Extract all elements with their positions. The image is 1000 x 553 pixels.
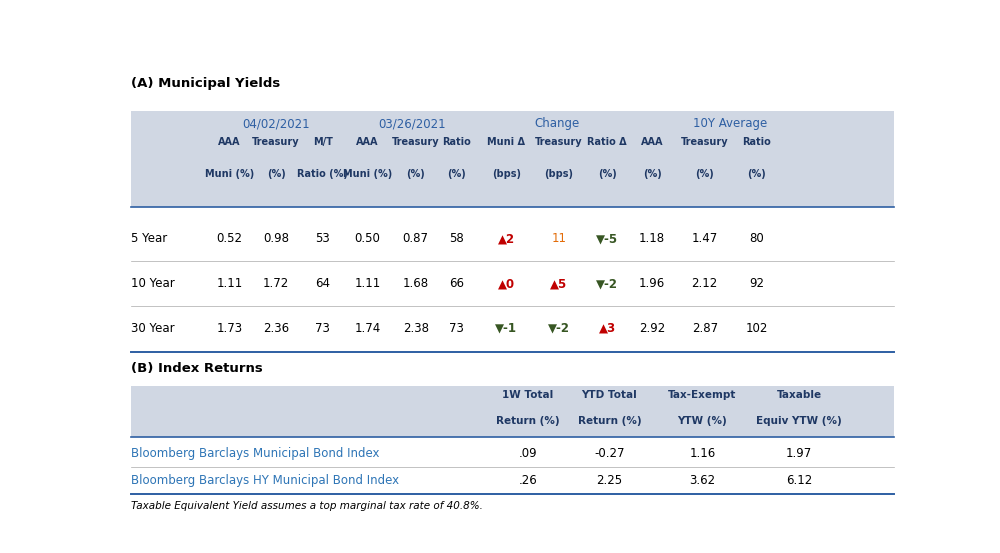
Text: ▼-5: ▼-5 [596,232,618,246]
Text: 58: 58 [449,232,464,246]
Text: M/T: M/T [313,137,333,147]
Text: 0.50: 0.50 [355,232,381,246]
Text: Treasury: Treasury [392,137,439,147]
Text: 73: 73 [315,322,330,335]
Text: Muni (%): Muni (%) [205,169,254,179]
Text: 1.96: 1.96 [639,277,665,290]
Text: 0.98: 0.98 [263,232,289,246]
Text: 1.47: 1.47 [692,232,718,246]
Text: 10Y Average: 10Y Average [693,117,767,131]
Text: Return (%): Return (%) [578,416,641,426]
Text: 10 Year: 10 Year [131,277,175,290]
Text: (%): (%) [406,169,425,179]
Text: Return (%): Return (%) [496,416,560,426]
Text: YTW (%): YTW (%) [678,416,727,426]
Text: Muni (%): Muni (%) [343,169,392,179]
Text: 66: 66 [449,277,464,290]
Text: ▲0: ▲0 [498,277,515,290]
Text: Tax-Exempt: Tax-Exempt [668,390,737,400]
Text: 92: 92 [749,277,764,290]
Text: 2.36: 2.36 [263,322,289,335]
Text: Ratio (%): Ratio (%) [297,169,348,179]
Text: 6.12: 6.12 [786,474,812,487]
Text: AAA: AAA [356,137,379,147]
Text: AAA: AAA [641,137,663,147]
Text: 102: 102 [745,322,768,335]
Text: 1.11: 1.11 [354,277,381,290]
Text: Bloomberg Barclays HY Municipal Bond Index: Bloomberg Barclays HY Municipal Bond Ind… [131,474,399,487]
Text: (%): (%) [267,169,286,179]
Bar [131,386,894,437]
Text: YTD Total: YTD Total [582,390,637,400]
Text: 1W Total: 1W Total [502,390,554,400]
Text: -0.27: -0.27 [594,447,625,460]
Text: 80: 80 [749,232,764,246]
Text: 30 Year: 30 Year [131,322,175,335]
Bar [131,111,894,207]
Text: ▼-2: ▼-2 [596,277,618,290]
Text: (bps): (bps) [492,169,521,179]
Text: (%): (%) [695,169,714,179]
Text: 64: 64 [315,277,330,290]
Text: Ratio Δ: Ratio Δ [587,137,627,147]
Text: Ratio: Ratio [742,137,771,147]
Text: 1.16: 1.16 [689,447,716,460]
Text: ▼-1: ▼-1 [495,322,517,335]
Text: Muni Δ: Muni Δ [487,137,525,147]
Text: Ratio: Ratio [442,137,471,147]
Text: (%): (%) [643,169,661,179]
Text: 03/26/2021: 03/26/2021 [378,117,446,131]
Text: ▲3: ▲3 [598,322,616,335]
Text: 1.11: 1.11 [216,277,243,290]
Text: Equiv YTW (%): Equiv YTW (%) [756,416,842,426]
Text: 1.18: 1.18 [639,232,665,246]
Text: 1.72: 1.72 [263,277,289,290]
Text: 73: 73 [449,322,464,335]
Text: .09: .09 [519,447,537,460]
Text: 11: 11 [552,232,566,246]
Text: Change: Change [534,117,579,131]
Text: (%): (%) [747,169,766,179]
Text: 5 Year: 5 Year [131,232,167,246]
Text: (B) Index Returns: (B) Index Returns [131,362,263,375]
Text: .26: .26 [519,474,537,487]
Text: 1.74: 1.74 [354,322,381,335]
Text: Treasury: Treasury [681,137,729,147]
Text: ▲2: ▲2 [498,232,515,246]
Text: (%): (%) [447,169,466,179]
Text: 53: 53 [315,232,330,246]
Text: ▼-2: ▼-2 [548,322,570,335]
Text: (%): (%) [598,169,616,179]
Text: 3.62: 3.62 [689,474,715,487]
Text: ▲5: ▲5 [550,277,568,290]
Text: Bloomberg Barclays Municipal Bond Index: Bloomberg Barclays Municipal Bond Index [131,447,380,460]
Text: 2.12: 2.12 [692,277,718,290]
Text: Taxable: Taxable [777,390,822,400]
Text: 0.87: 0.87 [403,232,429,246]
Text: 1.97: 1.97 [786,447,812,460]
Text: 2.92: 2.92 [639,322,665,335]
Text: 0.52: 0.52 [217,232,243,246]
Text: 2.25: 2.25 [596,474,622,487]
Text: 04/02/2021: 04/02/2021 [242,117,310,131]
Text: Taxable Equivalent Yield assumes a top marginal tax rate of 40.8%.: Taxable Equivalent Yield assumes a top m… [131,500,483,510]
Text: 2.87: 2.87 [692,322,718,335]
Text: (A) Municipal Yields: (A) Municipal Yields [131,77,280,90]
Text: 1.73: 1.73 [217,322,243,335]
Text: Treasury: Treasury [535,137,583,147]
Text: Treasury: Treasury [252,137,300,147]
Text: (bps): (bps) [544,169,574,179]
Text: AAA: AAA [218,137,241,147]
Text: 2.38: 2.38 [403,322,429,335]
Text: 1.68: 1.68 [403,277,429,290]
